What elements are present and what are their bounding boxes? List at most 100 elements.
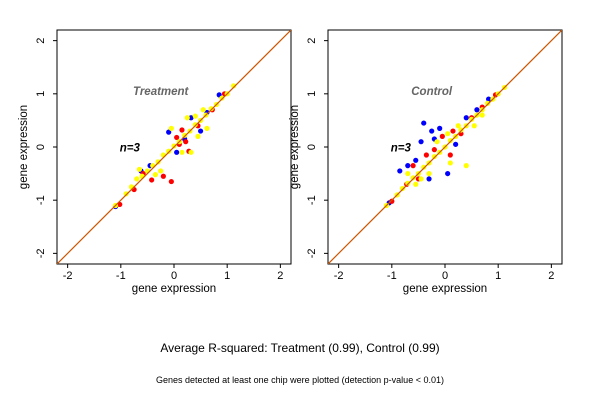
identity-line [57, 30, 291, 264]
data-point [188, 115, 194, 121]
data-point [455, 123, 461, 129]
data-point [439, 133, 445, 139]
data-point [426, 176, 432, 182]
data-point [134, 176, 140, 182]
data-point [458, 127, 464, 133]
data-point [166, 129, 172, 135]
x-tick-label: -1 [116, 270, 126, 282]
data-point [152, 172, 158, 178]
data-point [445, 170, 451, 177]
data-point [182, 132, 188, 138]
points-group [328, 30, 562, 264]
y-tick-label: 1 [306, 91, 318, 97]
x-tick-label: 2 [548, 270, 554, 282]
x-tick-label: 1 [224, 270, 230, 282]
x-tick-label: 0 [171, 270, 177, 282]
y-tick-label: -1 [306, 195, 318, 205]
data-point [179, 127, 185, 133]
data-point [160, 173, 166, 179]
data-point [421, 120, 427, 126]
control-panel: -2 -1 0 1 2 -2 -1 0 1 2 gene expression gene expres… [289, 29, 563, 295]
data-point [179, 149, 185, 155]
points-group [57, 30, 291, 264]
data-point [471, 123, 477, 129]
data-point [423, 152, 429, 158]
figure: -2 -1 0 1 2 -2 -1 0 1 2 gene expression gene expres… [18, 29, 563, 295]
data-point [168, 178, 174, 185]
data-point [479, 112, 485, 118]
data-point [453, 141, 459, 147]
data-point [399, 185, 406, 192]
treatment-panel: -2 -1 0 1 2 -2 -1 0 1 2 gene expression gene expres… [18, 29, 292, 295]
data-point [174, 149, 180, 155]
data-point [168, 125, 174, 131]
data-point [149, 177, 155, 183]
x-tick-label: -2 [63, 270, 73, 282]
data-point [431, 153, 437, 160]
sample-count-annotation: n=3 [391, 142, 412, 154]
data-point [474, 107, 480, 113]
data-point [405, 180, 411, 186]
identity-line [328, 30, 562, 264]
data-point [405, 170, 411, 177]
x-axis-label: gene expression [132, 283, 216, 295]
data-point [158, 168, 164, 174]
data-point [429, 128, 435, 134]
sample-count-annotation: n=3 [120, 142, 141, 154]
data-point [389, 198, 395, 204]
data-point [463, 163, 469, 169]
data-point [484, 100, 491, 106]
data-point [204, 125, 210, 131]
y-axis-label: gene expression [289, 105, 301, 189]
data-point [447, 152, 453, 158]
data-point [486, 96, 492, 102]
data-point [447, 160, 453, 166]
data-point [208, 106, 214, 112]
x-tick-label: 0 [442, 270, 448, 282]
data-point [192, 113, 198, 119]
x-tick-label: -2 [334, 270, 344, 282]
data-point [188, 149, 194, 155]
data-point [184, 115, 190, 121]
y-tick-label: -2 [35, 248, 47, 258]
data-point [219, 95, 225, 101]
data-point [410, 175, 416, 181]
data-point [166, 148, 172, 154]
data-point [413, 157, 419, 163]
data-point [418, 176, 424, 182]
y-tick-label: 2 [35, 38, 47, 44]
data-point [136, 166, 143, 172]
data-point [397, 168, 403, 174]
data-point [183, 139, 189, 145]
data-point [431, 147, 437, 153]
x-tick-label: 2 [277, 270, 283, 282]
data-point [174, 134, 180, 141]
data-point [468, 116, 475, 122]
data-point [405, 163, 411, 169]
data-point [437, 125, 443, 131]
y-tick-label: 0 [35, 144, 47, 150]
data-point [171, 143, 177, 149]
y-tick-label: -1 [35, 195, 47, 205]
data-point [155, 159, 161, 165]
panel-title: Treatment [133, 86, 190, 98]
data-point [447, 138, 453, 144]
data-point [197, 128, 204, 134]
y-tick-label: 2 [306, 38, 318, 44]
data-point [426, 170, 432, 177]
r-squared-summary: Average R-squared: Treatment (0.99), Con… [160, 341, 440, 355]
data-point [123, 191, 129, 197]
data-point [418, 139, 424, 145]
data-point [421, 164, 427, 170]
y-tick-label: -2 [306, 248, 318, 258]
data-point [413, 181, 419, 187]
footnote: Genes detected at least one chip were pl… [156, 375, 444, 385]
panel-title: Control [411, 86, 453, 98]
data-point [230, 83, 237, 89]
data-point [445, 131, 451, 137]
x-tick-label: -1 [387, 270, 397, 282]
data-point [463, 115, 469, 121]
data-point [200, 107, 206, 113]
data-point [410, 163, 416, 169]
y-tick-label: 1 [35, 91, 47, 97]
